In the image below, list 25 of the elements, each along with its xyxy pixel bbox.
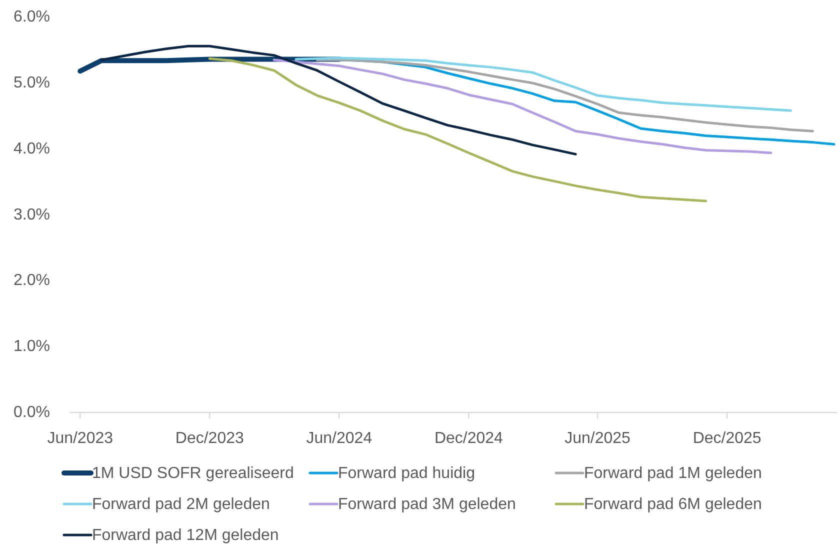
line-series [272,58,772,154]
legend-label: 1M USD SOFR gerealiseerd [92,464,294,482]
legend-label: Forward pad 2M geleden [92,496,270,512]
line-series [208,57,708,202]
legend-label: Forward pad 12M geleden [92,526,279,544]
x-tick-label: Jun/2023 [47,430,114,447]
y-tick-label: 6.0% [14,8,50,26]
x-tick-label: Dec/2025 [692,430,762,447]
y-tick-label: 1.0% [14,338,50,356]
y-tick-label: 3.0% [14,206,50,224]
y-tick-label: 5.0% [14,74,50,92]
legend-label: Forward pad 6M geleden [584,496,762,512]
x-tick-label: Dec/2024 [434,430,504,447]
x-tick-label: Jun/2025 [564,430,631,447]
y-tick-label: 0.0% [14,404,50,421]
line-series [100,44,577,156]
y-tick-label: 2.0% [14,272,50,290]
legend-label: Forward pad 3M geleden [338,496,516,512]
x-tick-label: Dec/2023 [175,430,244,447]
line-series [316,58,814,132]
y-tick-label: 4.0% [14,140,50,158]
x-tick-label: Jun/2024 [306,430,372,447]
legend-label: Forward pad huidig [338,464,475,482]
line-series [294,56,792,112]
legend-label: Forward pad 1M geleden [584,464,762,482]
